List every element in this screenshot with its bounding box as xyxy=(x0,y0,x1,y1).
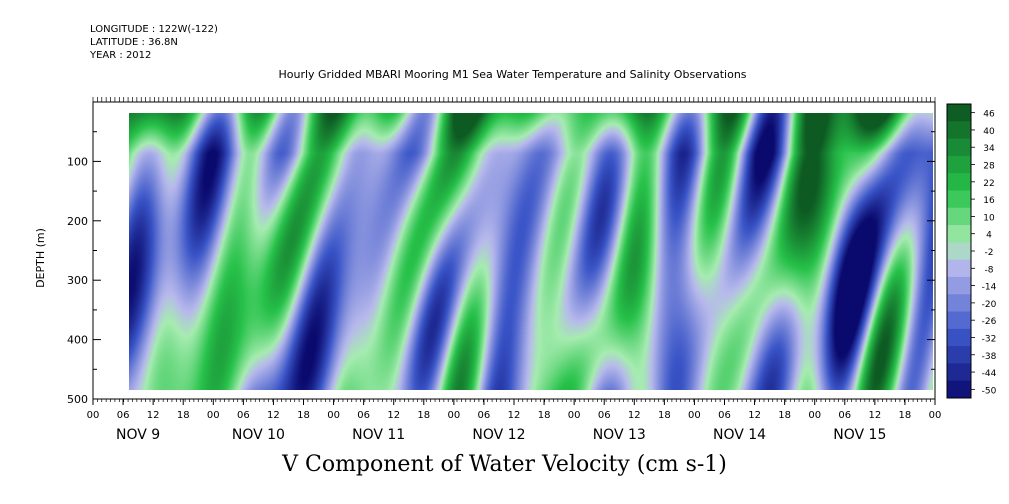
colorbar-label: -44 xyxy=(982,369,997,379)
colorbar-swatch xyxy=(947,173,971,191)
x-tick-label: 18 xyxy=(899,410,912,421)
x-tick-label: 06 xyxy=(357,410,370,421)
colorbar-swatch xyxy=(947,104,971,122)
x-tick-label: 00 xyxy=(688,410,701,421)
colorbar-label: -2 xyxy=(985,248,994,258)
y-tick-label: 500 xyxy=(67,393,88,406)
x-tick-label: 18 xyxy=(658,410,671,421)
colorbar-swatch xyxy=(947,346,971,364)
day-label: NOV 11 xyxy=(352,427,405,443)
colorbar-swatch xyxy=(947,328,971,347)
heatmap-field xyxy=(129,113,933,390)
x-tick-label: 18 xyxy=(778,410,791,421)
colorbar-swatch xyxy=(947,380,971,399)
x-tick-label: 06 xyxy=(237,410,250,421)
day-label: NOV 15 xyxy=(833,427,886,443)
heatmap-image xyxy=(129,113,933,390)
x-tick-label: 12 xyxy=(868,410,881,421)
x-tick-label: 18 xyxy=(538,410,551,421)
colorbar-swatch xyxy=(947,276,971,295)
x-tick-label: 00 xyxy=(87,410,100,421)
colorbar-swatch xyxy=(947,190,971,209)
day-label: NOV 9 xyxy=(116,427,160,443)
chart-title: Hourly Gridded MBARI Mooring M1 Sea Wate… xyxy=(278,68,747,81)
y-tick-label: 100 xyxy=(67,155,88,168)
y-axis-label: DEPTH (m) xyxy=(34,228,47,288)
y-tick-label: 400 xyxy=(67,334,88,347)
colorbar-swatch xyxy=(947,363,971,382)
day-label: NOV 14 xyxy=(713,427,766,443)
colorbar-label: 4 xyxy=(986,231,992,241)
x-tick-label: 12 xyxy=(508,410,521,421)
colorbar: 46 40 34 28 22 16 10 4 -2 -8 -14 -20 -26 -32 -38 -44 -50 xyxy=(946,103,997,399)
colorbar-label: 34 xyxy=(983,144,995,154)
day-label: NOV 13 xyxy=(593,427,646,443)
longitude-label: LONGITUDE : 122W(-122) xyxy=(90,24,218,35)
x-tick-label: 06 xyxy=(838,410,851,421)
x-tick-label: 06 xyxy=(478,410,491,421)
colorbar-swatch xyxy=(947,207,971,226)
colorbar-label: -26 xyxy=(982,317,997,327)
colorbar-label: -38 xyxy=(982,352,997,362)
x-tick-label: 12 xyxy=(628,410,641,421)
colorbar-label: 10 xyxy=(983,213,995,223)
colorbar-label: 46 xyxy=(983,110,995,120)
colorbar-swatch xyxy=(947,121,971,140)
x-tick-label: 00 xyxy=(929,410,942,421)
x-tick-label: 00 xyxy=(568,410,581,421)
x-tick-label: 12 xyxy=(387,410,400,421)
axes: 00 06 12 18 00 06 12 18 00 06 12 18 00 06 12 18 00 06 12 18… xyxy=(67,97,941,443)
x-axis-label: V Component of Water Velocity (cm s-1) xyxy=(282,452,727,477)
x-tick-label: 00 xyxy=(207,410,220,421)
latitude-label: LATITUDE : 36.8N xyxy=(90,37,178,48)
colorbar-swatch xyxy=(947,225,971,243)
colorbar-swatch xyxy=(947,155,971,174)
x-tick-label: 18 xyxy=(297,410,310,421)
colorbar-label: 16 xyxy=(983,196,995,206)
year-label: YEAR : 2012 xyxy=(90,50,152,61)
y-tick-label: 200 xyxy=(67,215,88,228)
x-tick-label: 06 xyxy=(718,410,731,421)
x-tick-label: 12 xyxy=(267,410,280,421)
x-tick-label: 18 xyxy=(417,410,430,421)
colorbar-label: -8 xyxy=(985,265,994,275)
y-tick-label: 300 xyxy=(67,274,88,287)
colorbar-label: -32 xyxy=(982,334,997,344)
colorbar-swatch xyxy=(947,242,971,261)
colorbar-label: 22 xyxy=(983,179,994,189)
x-tick-label: 00 xyxy=(327,410,340,421)
x-tick-label: 12 xyxy=(147,410,160,421)
day-label: NOV 12 xyxy=(472,427,525,443)
x-tick-label: 00 xyxy=(808,410,821,421)
colorbar-label: -20 xyxy=(982,300,997,310)
day-label: NOV 10 xyxy=(232,427,285,443)
colorbar-swatch xyxy=(947,138,971,157)
colorbar-swatch xyxy=(947,294,971,313)
colorbar-swatch xyxy=(947,311,971,330)
x-tick-label: 06 xyxy=(117,410,130,421)
x-tick-label: 12 xyxy=(748,410,761,421)
colorbar-label: -14 xyxy=(982,283,997,293)
colorbar-label: -50 xyxy=(982,386,997,396)
colorbar-swatch xyxy=(947,259,971,278)
x-tick-label: 18 xyxy=(177,410,190,421)
x-tick-label: 06 xyxy=(598,410,611,421)
colorbar-label: 40 xyxy=(983,127,995,137)
colorbar-label: 28 xyxy=(983,162,995,172)
x-tick-label: 00 xyxy=(447,410,460,421)
